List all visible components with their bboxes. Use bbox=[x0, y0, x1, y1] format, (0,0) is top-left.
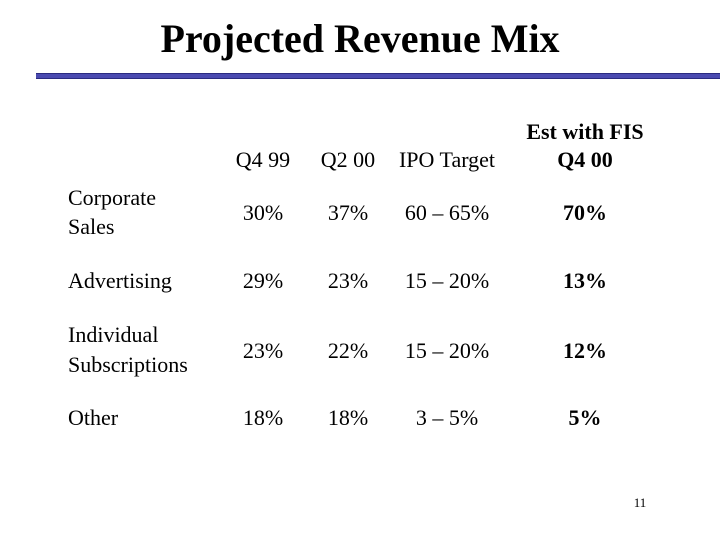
cell-advertising-q4-99: 29% bbox=[242, 268, 284, 293]
cell-other-q2-00: 18% bbox=[327, 405, 369, 430]
cell-corporate-sales-ipo-target: 60 – 65% bbox=[404, 200, 490, 225]
column-header-est-with-fis-line2: Q4 00 bbox=[557, 147, 613, 172]
cell-advertising-q2-00: 23% bbox=[327, 268, 369, 293]
cell-other-est-with-fis: 5% bbox=[568, 405, 602, 430]
cell-individual-subscriptions-est-with-fis: 12% bbox=[563, 338, 607, 363]
slide-title-text: Projected Revenue Mix bbox=[160, 16, 560, 61]
row-label-corporate-sales-line2: Sales bbox=[68, 214, 115, 239]
row-label-other: Other bbox=[68, 405, 119, 430]
cell-advertising-ipo-target: 15 – 20% bbox=[404, 268, 490, 293]
row-label-individual-subscriptions-line2: Subscriptions bbox=[68, 352, 188, 377]
cell-other-ipo-target: 3 – 5% bbox=[415, 405, 479, 430]
row-label-individual-subscriptions-line1: Individual bbox=[68, 322, 159, 347]
cell-advertising-est-with-fis: 13% bbox=[563, 268, 607, 293]
cell-individual-subscriptions-q4-99: 23% bbox=[242, 338, 284, 363]
column-header-q2-00: Q2 00 bbox=[320, 147, 376, 172]
cell-corporate-sales-q2-00: 37% bbox=[327, 200, 369, 225]
column-header-ipo-target: IPO Target bbox=[398, 147, 496, 172]
title-underline bbox=[36, 73, 720, 79]
column-header-est-with-fis-line1: Est with FIS bbox=[526, 119, 644, 144]
row-label-advertising: Advertising bbox=[68, 268, 172, 293]
slide-title: Projected Revenue Mix bbox=[0, 14, 720, 64]
cell-individual-subscriptions-ipo-target: 15 – 20% bbox=[404, 338, 490, 363]
column-header-q4-99: Q4 99 bbox=[235, 147, 291, 172]
cell-other-q4-99: 18% bbox=[242, 405, 284, 430]
page-number: 11 bbox=[633, 495, 647, 510]
cell-individual-subscriptions-q2-00: 22% bbox=[327, 338, 369, 363]
cell-corporate-sales-est-with-fis: 70% bbox=[563, 200, 607, 225]
row-label-corporate-sales-line1: Corporate bbox=[68, 185, 156, 210]
cell-corporate-sales-q4-99: 30% bbox=[242, 200, 284, 225]
